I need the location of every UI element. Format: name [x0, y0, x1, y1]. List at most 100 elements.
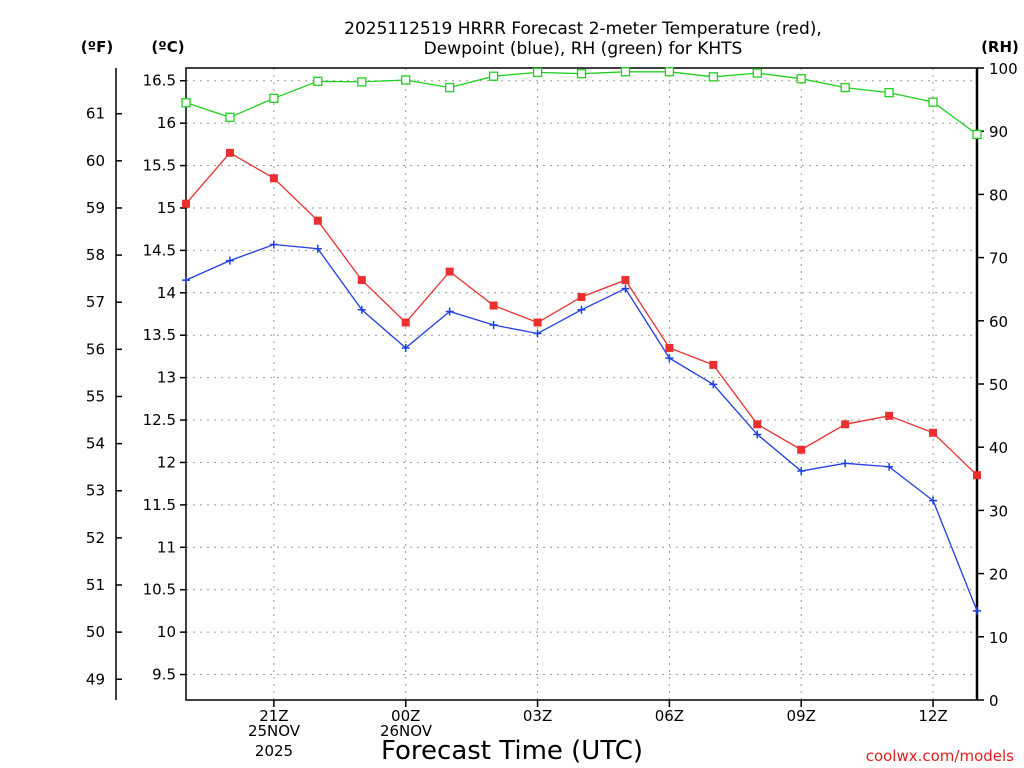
chart-title-line1: 2025112519 HRRR Forecast 2-meter Tempera…	[344, 19, 822, 39]
temperature-point	[313, 216, 322, 225]
rh-point	[972, 129, 982, 140]
dewpoint-point	[841, 459, 850, 468]
chart-title-line2: Dewpoint (blue), RH (green) for KHTS	[424, 39, 743, 59]
c-tick-label: 16.5	[143, 72, 176, 90]
f-tick-label: 59	[86, 199, 105, 217]
dewpoint-point	[753, 430, 762, 439]
f-tick-label: 50	[86, 623, 105, 641]
rh-point	[401, 75, 411, 85]
credit-label: coolwx.com/models	[866, 747, 1014, 765]
rh-point	[840, 82, 850, 93]
c-tick-label: 10	[157, 623, 176, 641]
rh-point	[620, 67, 631, 77]
rh-tick-label: 0	[989, 692, 999, 710]
rh-point	[532, 67, 543, 78]
temperature-line	[185, 151, 978, 476]
temperature-point	[225, 148, 234, 157]
c-tick-label: 15	[157, 199, 176, 217]
x-date-label: 25NOV	[248, 722, 301, 740]
temperature-point	[401, 318, 410, 327]
f-tick-label: 61	[86, 105, 105, 123]
rh-tick-label: 100	[989, 60, 1018, 78]
temperature-point	[753, 420, 762, 429]
dewpoint-point	[269, 240, 278, 249]
temperature-point	[445, 267, 454, 276]
temperature-point	[182, 199, 190, 208]
temperature-point	[665, 343, 674, 352]
c-tick-label: 13.5	[143, 326, 176, 344]
rh-point	[225, 112, 235, 122]
grid	[186, 68, 977, 700]
rh-point	[181, 98, 191, 108]
f-tick-label: 55	[86, 387, 105, 405]
f-tick-label: 52	[86, 529, 105, 547]
rh-point	[576, 69, 587, 79]
dewpoint-point	[313, 244, 322, 253]
rh-tick-label: 50	[989, 376, 1008, 394]
c-tick-label: 10.5	[143, 581, 176, 599]
dewpoint-point	[182, 276, 190, 285]
temperature-point	[841, 420, 850, 429]
rh-point	[445, 82, 455, 93]
f-tick-label: 56	[86, 340, 105, 358]
rh-point	[752, 68, 762, 78]
c-tick-label: 16	[157, 114, 176, 132]
rh-point	[928, 97, 938, 107]
temperature-point	[269, 174, 278, 183]
rh-point	[708, 72, 718, 82]
rh-point	[357, 77, 367, 87]
c-tick-label: 12.5	[143, 411, 176, 429]
rh-point	[269, 93, 279, 103]
c-tick-label: 11.5	[143, 496, 176, 514]
fahrenheit-unit-label: (ºF)	[81, 38, 113, 56]
dewpoint-point	[973, 606, 981, 615]
c-tick-label: 9.5	[152, 666, 176, 684]
x-tick-label: 03Z	[523, 707, 552, 725]
temperature-point	[357, 276, 366, 285]
temperature-point	[797, 445, 806, 454]
plot-frame	[185, 67, 978, 701]
x-tick-label: 21Z	[259, 707, 288, 725]
f-tick-label: 53	[86, 482, 105, 500]
dewpoint-point	[445, 307, 454, 316]
tick-labels: 9.5 10 10.5 11 11.5 12 12.5 13 13.5 14 14.5 15 15.5 1…	[86, 60, 1018, 725]
dewpoint-point	[225, 256, 234, 265]
rh-tick-label: 40	[989, 439, 1008, 457]
c-tick-label: 14.5	[143, 241, 176, 259]
dewpoint-point	[709, 380, 718, 389]
axes	[115, 67, 984, 707]
c-tick-label: 12	[157, 453, 176, 471]
rh-tick-label: 70	[989, 250, 1008, 268]
temperature-point	[709, 360, 718, 369]
f-tick-label: 60	[86, 152, 105, 170]
rh-tick-label: 90	[989, 123, 1008, 141]
dewpoint-point	[489, 321, 498, 330]
x-axis-label: Forecast Time (UTC)	[381, 736, 643, 766]
f-tick-label: 54	[86, 435, 105, 453]
dewpoint-point	[401, 343, 410, 352]
x-tick-label: 00Z	[391, 707, 420, 725]
dewpoint-point	[885, 462, 894, 471]
temperature-point	[929, 428, 938, 437]
rh-tick-label: 10	[989, 629, 1008, 647]
rh-point	[313, 76, 323, 86]
dewpoint-point	[577, 305, 586, 314]
temperature-point	[885, 411, 894, 420]
temperature-point	[577, 293, 586, 302]
rh-unit-label: (RH)	[981, 38, 1019, 56]
series	[181, 67, 982, 615]
rh-point	[884, 87, 894, 98]
rh-point	[796, 74, 806, 84]
temperature-point	[973, 471, 981, 480]
c-tick-label: 14	[157, 284, 176, 302]
c-tick-label: 11	[157, 538, 176, 556]
rh-tick-label: 30	[989, 502, 1008, 520]
temperature-point	[533, 318, 542, 327]
temperature-point	[621, 276, 630, 285]
x-tick-label: 09Z	[787, 707, 816, 725]
f-tick-label: 49	[86, 670, 105, 688]
rh-point	[488, 71, 499, 81]
dewpoint-point	[533, 329, 542, 338]
dewpoint-point	[797, 466, 806, 475]
